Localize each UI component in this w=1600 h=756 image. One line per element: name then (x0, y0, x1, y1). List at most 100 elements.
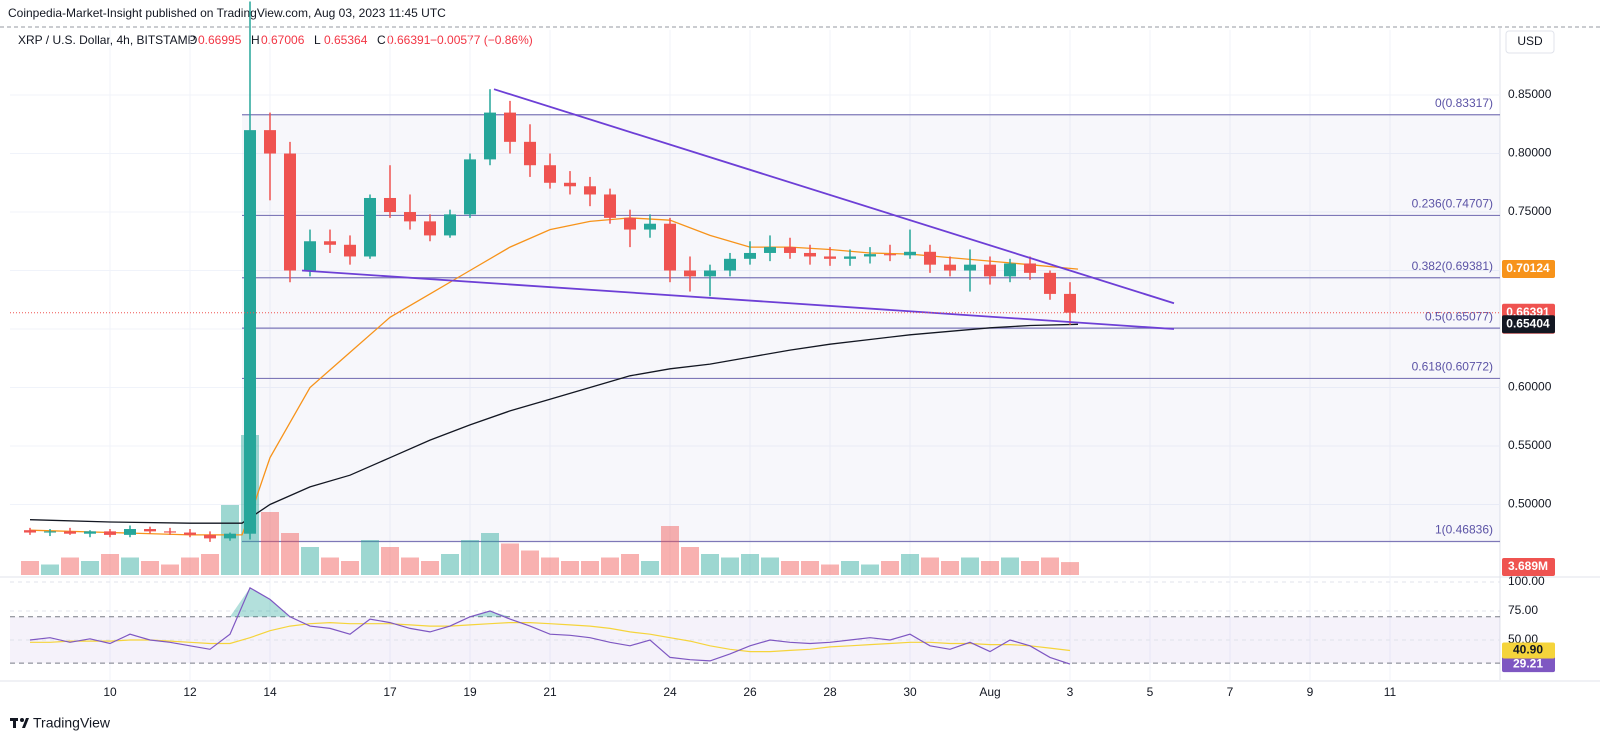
volume-bar (341, 561, 359, 575)
x-tick-label: 30 (903, 685, 917, 699)
volume-bar (941, 561, 959, 575)
y-tick-label: 0.55000 (1508, 438, 1552, 452)
x-tick-label: 19 (463, 685, 477, 699)
y-tick-label: 0.60000 (1508, 380, 1552, 394)
candle-body (584, 186, 596, 195)
candle-body (884, 254, 896, 256)
volume-bar (641, 561, 659, 575)
volume-bar (861, 564, 879, 575)
fib-label: 0.618(0.60772) (1412, 360, 1493, 374)
volume-bar (421, 561, 439, 575)
trendline (493, 88, 1175, 305)
y-tick-label: 0.85000 (1508, 87, 1552, 101)
y-tick-label: 0.75000 (1508, 204, 1552, 218)
volume-bar (461, 540, 479, 575)
candle-body (604, 194, 616, 218)
ohlc-key: O (188, 33, 197, 47)
volume-bar (441, 554, 459, 575)
x-tick-label: 26 (743, 685, 757, 699)
x-tick-label: 28 (823, 685, 837, 699)
volume-bar (681, 547, 699, 575)
volume-bar (61, 557, 79, 575)
candle-body (24, 530, 36, 533)
candle-body (644, 223, 656, 230)
volume-bar (261, 512, 279, 575)
volume-bar (1001, 557, 1019, 575)
fib-label: 0.236(0.74707) (1412, 197, 1493, 211)
x-tick-label: 10 (103, 685, 117, 699)
candle-body (1044, 272, 1056, 294)
volume-bar (521, 550, 539, 575)
candle-body (164, 531, 176, 533)
candle-body (1024, 263, 1036, 273)
rsi-tag-label: 40.90 (1513, 643, 1543, 657)
candle-body (444, 214, 456, 236)
ma-tag-label: 0.65404 (1506, 316, 1550, 330)
volume-bar (781, 561, 799, 575)
volume-bar (1021, 561, 1039, 575)
ohlc-value: 0.66391 (387, 33, 431, 47)
candle-body (684, 270, 696, 277)
candle-body (64, 531, 76, 534)
x-tick-label: 7 (1227, 685, 1234, 699)
rsi-tick-label: 100.00 (1508, 574, 1545, 588)
volume-bar (121, 557, 139, 575)
candle-body (144, 529, 156, 532)
candle-body (824, 256, 836, 259)
symbol-legend: XRP / U.S. Dollar, 4h, BITSTAMP (18, 33, 196, 47)
ohlc-key: C (377, 33, 386, 47)
rsi-tag-label: 29.21 (1513, 656, 1543, 670)
rsi-line (30, 621, 1071, 653)
candle-body (324, 241, 336, 245)
volume-tag (1502, 558, 1555, 576)
fib-label: 0(0.83317) (1435, 96, 1493, 110)
x-tick-label: 12 (183, 685, 197, 699)
candle-body (764, 247, 776, 253)
change-value: −0.00577 (−0.86%) (430, 33, 533, 47)
trendline (301, 269, 1175, 330)
candle-body (284, 153, 296, 271)
currency-label[interactable]: USD (1517, 34, 1543, 48)
volume-bar (961, 557, 979, 575)
x-tick-label: 24 (663, 685, 677, 699)
grid (10, 30, 1500, 680)
candle-body (304, 241, 316, 271)
candle-body (524, 141, 536, 166)
volume-bar (361, 540, 379, 575)
volume-bar (281, 533, 299, 575)
volume-bar (101, 554, 119, 575)
rsi-tick-label: 75.00 (1508, 603, 1538, 617)
y-tick-label: 0.50000 (1508, 497, 1552, 511)
volume-tag-label: 3.689M (1508, 559, 1548, 573)
volume-bar (661, 526, 679, 575)
candle-body (404, 212, 416, 222)
candle-body (504, 112, 516, 142)
candle-body (484, 112, 496, 160)
ohlc-key: L (314, 33, 321, 47)
x-tick-label: 9 (1307, 685, 1314, 699)
candle-body (364, 197, 376, 257)
x-tick-label: 14 (263, 685, 277, 699)
candle-body (424, 221, 436, 236)
ema-tag-label: 0.70124 (1506, 261, 1550, 275)
ema-tag (1502, 260, 1555, 279)
candle-body (544, 165, 556, 183)
volume-bar (701, 554, 719, 575)
volume-bar (501, 543, 519, 575)
ohlc-key: H (251, 33, 260, 47)
candle-body (124, 529, 136, 535)
moving-average (29, 323, 1079, 524)
x-tick-label: Aug (979, 685, 1000, 699)
volume-bar (21, 561, 39, 575)
volume-bar (561, 561, 579, 575)
candle-body (244, 130, 256, 534)
candle-body (964, 264, 976, 271)
candle-body (664, 223, 676, 271)
volume-bar (881, 561, 899, 575)
ohlc-value: 0.66995 (198, 33, 242, 47)
candle-body (104, 531, 116, 535)
x-tick-label: 21 (543, 685, 557, 699)
currency-button[interactable] (1505, 30, 1555, 54)
candle-body (264, 130, 276, 154)
volume-bar (481, 533, 499, 575)
